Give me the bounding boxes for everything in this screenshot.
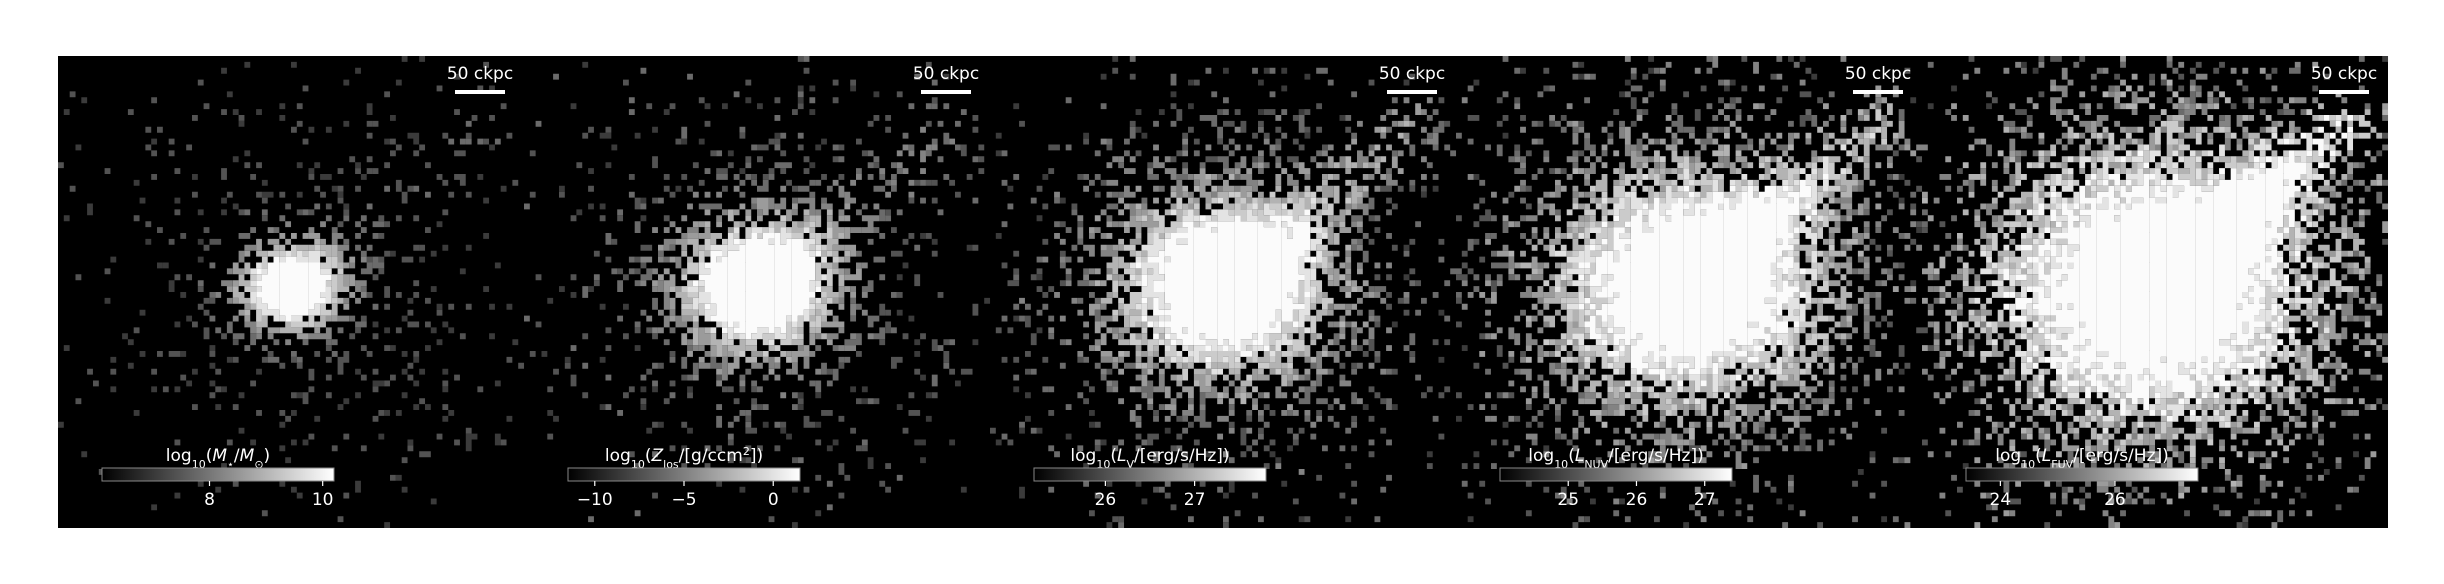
label-part: L [1117,446,1126,466]
label-part: L [2042,446,2051,466]
colorbar-tick-label: 26 [1626,490,1648,510]
label-part: log [166,446,192,466]
image-pixels [1094,120,1410,405]
scale-label: 50 ckpc [1845,64,1911,84]
colorbar-tick-label: 0 [768,490,779,510]
image-pixels [1508,103,1899,440]
image-pixels [1456,56,1923,528]
label-part: FUV [2051,458,2073,471]
colorbar-label: log10(Zlos/[g/ccm2]) [605,445,763,471]
panel: 50 ckpc log10(LNUV/[erg/s/Hz]) 25 26 27 [1456,56,1923,528]
label-part: 10 [2021,458,2035,471]
image-pixels [1578,174,1829,387]
image-pixels [1001,56,1457,528]
image-pixels [669,209,851,363]
image-pixels [1479,85,1917,475]
colorbar [567,467,801,482]
label-part: L [1575,446,1584,466]
colorbar-tick-label: 26 [2104,490,2126,510]
panel: 50 ckpc log10(LFUV/[erg/s/Hz]) 24 26 [1922,56,2389,528]
label-part: 10 [631,458,645,471]
colorbar [1965,467,2199,482]
scale-label: 50 ckpc [1379,64,1445,84]
image-pixels [1461,56,1923,528]
colorbar-tick-label: 8 [204,490,215,510]
colorbar-tick-label: 10 [312,490,334,510]
image-pixels [232,238,350,334]
label-part: M [240,446,255,466]
colorbar-tick-label: 24 [1990,490,2012,510]
colorbar-tick-label: 27 [1184,490,1206,510]
label-part: ⋆ [227,458,234,471]
colorbar-label: log10(LV/[erg/s/Hz]) [1070,446,1229,471]
label-part: /[erg/s/Hz]) [1608,446,1704,466]
colorbar-label: log10(M⋆/M⊙) [166,446,270,471]
scale-label: 50 ckpc [2311,64,2377,84]
label-part: log [605,446,631,466]
label-part: ( [2035,446,2042,466]
label-part: ) [264,446,271,466]
label-part: 10 [192,458,206,471]
image-pixels [1129,197,1328,375]
image-pixels [640,126,956,399]
image-pixels [692,233,822,340]
image-pixels [1135,209,1317,363]
label-part: /[g/ccm [679,446,743,466]
panel: 50 ckpc log10(Zlos/[g/ccm2]) −10 −5 0 [524,56,991,529]
image-pixels [652,197,862,375]
image-pixels [1019,97,1439,475]
label-part: Z [650,446,663,466]
colorbar [1033,467,1267,482]
image-pixels [2003,115,2354,422]
image-pixels [1456,56,1917,528]
colorbar-tick-label: 27 [1694,490,1716,510]
colorbar [1499,467,1733,482]
image-pixels [1089,103,1422,410]
image-pixels [990,67,1451,529]
label-part: ( [645,446,652,466]
panel: 50 ckpc log10(LV/[erg/s/Hz]) 26 27 [990,56,1457,529]
label-part: ( [1110,446,1117,466]
image-pixels [1555,132,1876,405]
label-part: log [1070,446,1096,466]
label-part: / [234,446,240,466]
label-part: V [1126,458,1134,471]
colorbar-tick-label: −10 [577,490,613,510]
label-part: ( [1568,446,1575,466]
label-part: 10 [1554,458,1568,471]
colorbar-tick-label: 25 [1557,490,1579,510]
colorbar-label: log10(LNUV/[erg/s/Hz]) [1528,446,1703,471]
colorbar-label: log10(LFUV/[erg/s/Hz]) [1995,446,2169,471]
colorbar-tick-label: 26 [1095,490,1117,510]
label-part: log [1528,446,1554,466]
image-pixels [1543,109,1888,416]
label-part: ]) [750,446,763,466]
label-part: /[erg/s/Hz]) [1134,446,1230,466]
image-pixels [256,256,332,322]
label-part: NUV [1584,458,1608,471]
image-pixels [1957,109,2371,458]
label-part: ⊙ [254,458,263,471]
colorbar-tick-label: −5 [671,490,696,510]
label-part: ( [206,446,213,466]
scale-label: 50 ckpc [913,64,979,84]
colorbar [101,467,335,482]
label-part: los [663,458,679,471]
image-pixels [1106,191,1352,381]
label-part: 2 [743,445,750,458]
label-part: log [1995,446,2021,466]
scale-label: 50 ckpc [447,64,513,84]
label-part: 10 [1096,458,1110,471]
label-part: /[erg/s/Hz]) [2073,446,2169,466]
label-part: M [212,446,227,466]
